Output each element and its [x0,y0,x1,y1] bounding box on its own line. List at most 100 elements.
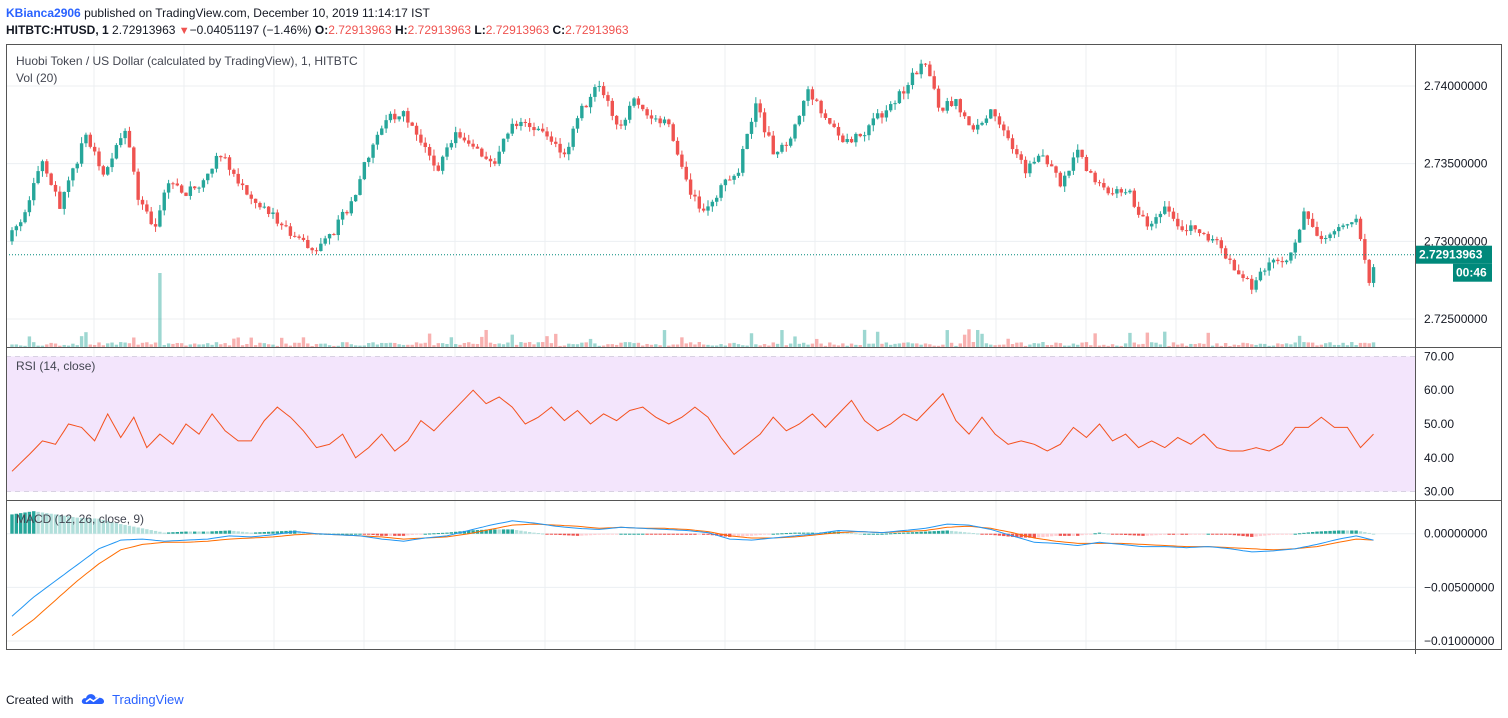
macd-histogram-bar [984,533,989,535]
volume-bar [266,344,271,347]
candle-body [258,202,262,208]
volume-bar [1193,343,1197,347]
macd-histogram-bar [936,530,941,534]
candle-body [1028,163,1032,174]
volume-bar [1315,345,1319,347]
macd-histogram-bar [897,532,902,534]
frame-layer [6,44,1502,654]
candle-body [1219,240,1223,249]
volume-bar [414,342,419,347]
macd-histogram-bar [580,533,584,536]
candle-body [906,85,910,94]
volume-bar [1197,343,1202,347]
macd-histogram-bar [710,533,715,536]
volume-bar [527,342,532,347]
macd-histogram-bar [488,529,493,534]
candle-body [40,161,45,172]
candle-body [506,133,510,139]
volume-bar [1254,344,1258,347]
candle-body [432,155,436,166]
author-link[interactable]: KBianca2906 [6,6,81,20]
volume-bar [723,345,728,347]
chart-canvas[interactable]: Huobi Token / US Dollar (calculated by T… [6,44,1502,675]
macd-histogram-bar [1089,533,1093,535]
volume-bar [736,344,741,347]
macd-histogram-bar [53,514,58,534]
macd-histogram-bar [79,517,84,534]
candle-body [271,212,275,215]
macd-histogram-bar [902,532,906,534]
candle-body [440,156,445,171]
created-with-text: Created with [6,693,74,707]
macd-histogram-bar [780,533,784,535]
macd-histogram-bar [645,533,649,535]
macd-histogram-bar [1223,533,1228,535]
candle-body [397,116,401,120]
candle-body [915,72,919,75]
volume-bar [701,344,706,347]
volume-bar [671,344,675,347]
candle-body [101,166,106,175]
macd-histogram-bar [519,530,523,534]
macd-histogram-bar [484,529,488,534]
candle-body [636,98,641,105]
volume-bar [823,345,828,347]
volume-bar [240,345,245,347]
volume-bar [1036,343,1041,347]
volume-bar [10,344,14,347]
volume-bar [601,345,606,347]
candle-body [1045,155,1049,165]
volume-bar [928,344,932,347]
macd-histogram-bar [688,533,693,535]
candle-body [949,101,954,107]
macd-histogram-bar [206,531,210,534]
macd-histogram-bar [1228,533,1232,535]
candle-body [1002,124,1006,131]
volume-bar [658,345,662,347]
macd-histogram-bar [715,533,719,536]
candle-body [45,161,49,174]
candle-body [214,155,219,169]
candle-body [606,95,610,101]
volume-bar [1080,342,1084,347]
candle-body [1167,206,1171,212]
volume-bar [958,343,962,347]
macd-histogram-bar [1267,533,1271,536]
macd-histogram-bar [854,533,858,535]
candle-body [66,180,71,192]
candle-body [728,179,732,181]
macd-histogram-bar [92,518,97,534]
candle-body [1358,218,1363,240]
candle-body [1058,172,1063,187]
volume-bar [467,342,471,347]
volume-bar [915,343,919,347]
tradingview-brand[interactable]: TradingView [112,692,184,707]
volume-bar [336,345,340,347]
candle-body [1232,259,1237,271]
chart-header: KBianca2906 published on TradingView.com… [0,0,1508,44]
volume-bar [449,337,454,347]
macd-histogram-bar [884,533,889,535]
volume-bar [454,344,458,347]
volume-bar [897,343,902,347]
macd-histogram-bar [1132,533,1136,536]
macd-histogram-bar [536,533,541,535]
macd-histogram-bar [414,533,419,535]
volume-bar [236,337,240,347]
candle-body [823,113,828,119]
chart-frame[interactable]: Huobi Token / US Dollar (calculated by T… [6,44,1502,675]
macd-histogram-bar [741,533,745,537]
candle-body [580,105,584,119]
volume-bar [288,345,293,347]
volume-bar [806,344,810,347]
macd-histogram-bar [480,529,484,534]
candle-body [310,248,314,251]
macd-histogram-bar [1119,533,1123,535]
volume-bar [997,344,1002,347]
candle-body [554,141,558,144]
macd-histogram-bar [27,511,32,534]
macd-histogram-bar [214,531,219,534]
macd-histogram-bar [1150,533,1154,536]
candle-body [527,122,532,128]
macd-histogram-bar [867,533,871,535]
